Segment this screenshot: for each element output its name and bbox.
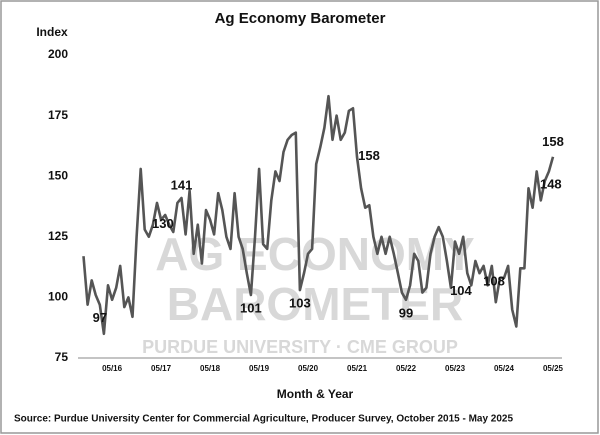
y-axis-label: Index [36,25,68,39]
x-tick-label: 05/21 [347,364,368,373]
x-axis-label: Month & Year [277,387,354,401]
data-label: 141 [171,177,193,192]
y-tick-label: 150 [48,168,68,182]
y-tick-label: 200 [48,47,68,61]
y-tick-label: 75 [55,350,69,364]
x-tick-label: 05/19 [249,364,270,373]
watermark: PURDUE UNIVERSITY · CME GROUP [142,337,458,357]
data-label: 130 [152,216,174,231]
data-label: 101 [240,300,262,315]
data-line [82,94,555,336]
data-label: 99 [399,305,413,320]
data-label: 108 [483,273,505,288]
x-tick-label: 05/20 [298,364,319,373]
x-tick-label: 05/25 [543,364,564,373]
y-tick-label: 125 [48,229,68,243]
watermark: AG ECONOMY [155,228,474,280]
data-label: 104 [450,283,472,298]
x-tick-label: 05/23 [445,364,466,373]
y-tick-label: 100 [48,290,68,304]
x-tick-label: 05/22 [396,364,417,373]
data-label: 158 [542,134,564,149]
data-label: 103 [289,296,311,311]
chart-title: Ag Economy Barometer [215,10,386,27]
source-note: Source: Purdue University Center for Com… [14,414,513,425]
x-tick-label: 05/17 [151,364,172,373]
data-label: 158 [358,148,380,163]
y-tick-label: 175 [48,108,68,122]
data-label: 148 [540,176,562,191]
data-label: 97 [93,310,107,325]
x-tick-label: 05/16 [102,364,123,373]
x-tick-label: 05/18 [200,364,221,373]
x-tick-label: 05/24 [494,364,515,373]
watermark: BAROMETER [167,278,463,330]
